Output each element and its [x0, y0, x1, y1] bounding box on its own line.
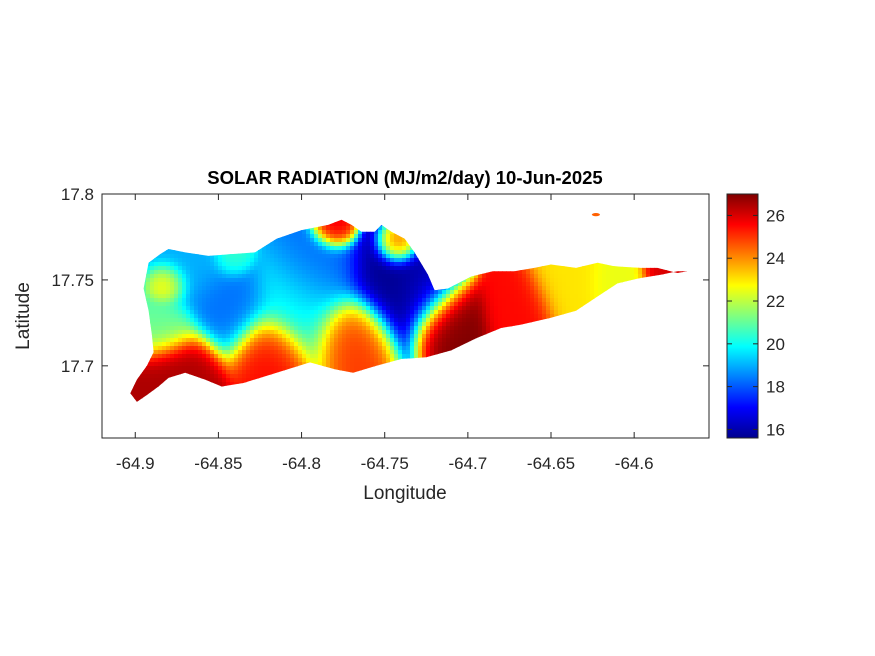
x-tick-label: -64.75 [361, 454, 409, 473]
chart-title: SOLAR RADIATION (MJ/m2/day) 10-Jun-2025 [207, 167, 602, 188]
y-tick-label: 17.8 [61, 185, 94, 204]
colorbar-tick-label: 26 [766, 206, 785, 225]
colorbar [726, 193, 759, 439]
x-tick-label: -64.6 [615, 454, 654, 473]
x-tick-label: -64.8 [282, 454, 321, 473]
colorbar-ticks: 16 18 20 22 24 26 [727, 206, 785, 439]
y-tick-label: 17.7 [61, 357, 94, 376]
x-axis-label: Longitude [363, 483, 446, 504]
colorbar-tick-label: 20 [766, 335, 785, 354]
y-tick-label: 17.75 [51, 271, 94, 290]
x-tick-label: -64.9 [116, 454, 155, 473]
x-tick-label: -64.85 [194, 454, 242, 473]
x-tick-label: -64.7 [448, 454, 487, 473]
plot-frame [101, 193, 710, 439]
colorbar-tick-label: 24 [766, 249, 785, 268]
x-axis-ticks: -64.9 -64.85 -64.8 -64.75 -64.7 -64.65 -64.6 [116, 194, 654, 473]
colorbar-tick-label: 22 [766, 292, 785, 311]
x-tick-label: -64.65 [527, 454, 575, 473]
colorbar-tick-label: 18 [766, 378, 785, 397]
y-axis-ticks: 17.7 17.75 17.8 [51, 185, 709, 376]
islet-marker [591, 213, 600, 217]
colorbar-tick-label: 16 [766, 420, 785, 439]
y-axis-label: Latitude [13, 282, 34, 350]
